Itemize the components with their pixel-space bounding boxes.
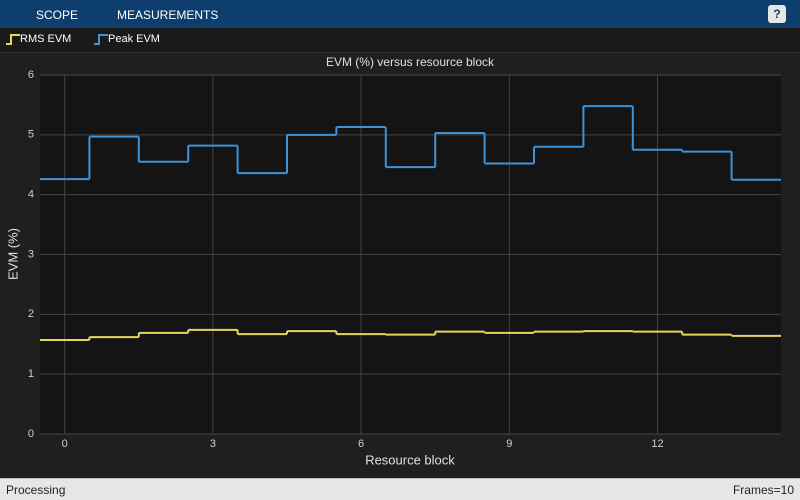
y-tick-label: 6 [28,69,34,81]
frame-count: Frames=10 [732,483,794,497]
x-axis-label: Resource block [365,452,455,467]
help-button[interactable]: ? [768,5,786,23]
chart: EVM (%) versus resource block Resource b… [5,55,781,467]
y-axis-label: EVM (%) [5,228,20,280]
y-tick-label: 2 [28,308,34,320]
y-tick-label: 1 [28,368,34,380]
legend-label: RMS EVM [20,33,72,45]
x-tick-label: 0 [62,438,68,450]
legend-line [6,34,20,45]
toolstrip: SCOPE MEASUREMENTS ? [0,0,800,28]
y-tick-label: 3 [28,248,34,260]
y-tick-label: 5 [28,129,34,141]
legend-icon [6,34,20,45]
x-tick-label: 12 [651,438,663,450]
x-tick-label: 9 [506,438,512,450]
series [40,328,781,342]
x-tick-label: 6 [358,438,364,450]
y-tick-label: 4 [28,189,34,201]
x-tick-label: 3 [210,438,216,450]
legend-bar: RMS EVM Peak EVM [0,28,800,53]
chart-title: EVM (%) versus resource block [326,55,495,69]
legend-icon [94,34,108,45]
series [40,105,781,181]
y-tick-label: 0 [28,428,34,440]
legend-line [94,34,108,45]
tab[interactable]: MEASUREMENTS [117,8,219,22]
legend-label: Peak EVM [108,33,160,45]
legend-item[interactable]: Peak EVM [94,32,160,46]
tab[interactable]: SCOPE [36,8,79,22]
status-bar: Processing Frames=10 [0,478,800,500]
status-text: Processing [6,483,66,497]
legend-item[interactable]: RMS EVM [6,32,71,46]
